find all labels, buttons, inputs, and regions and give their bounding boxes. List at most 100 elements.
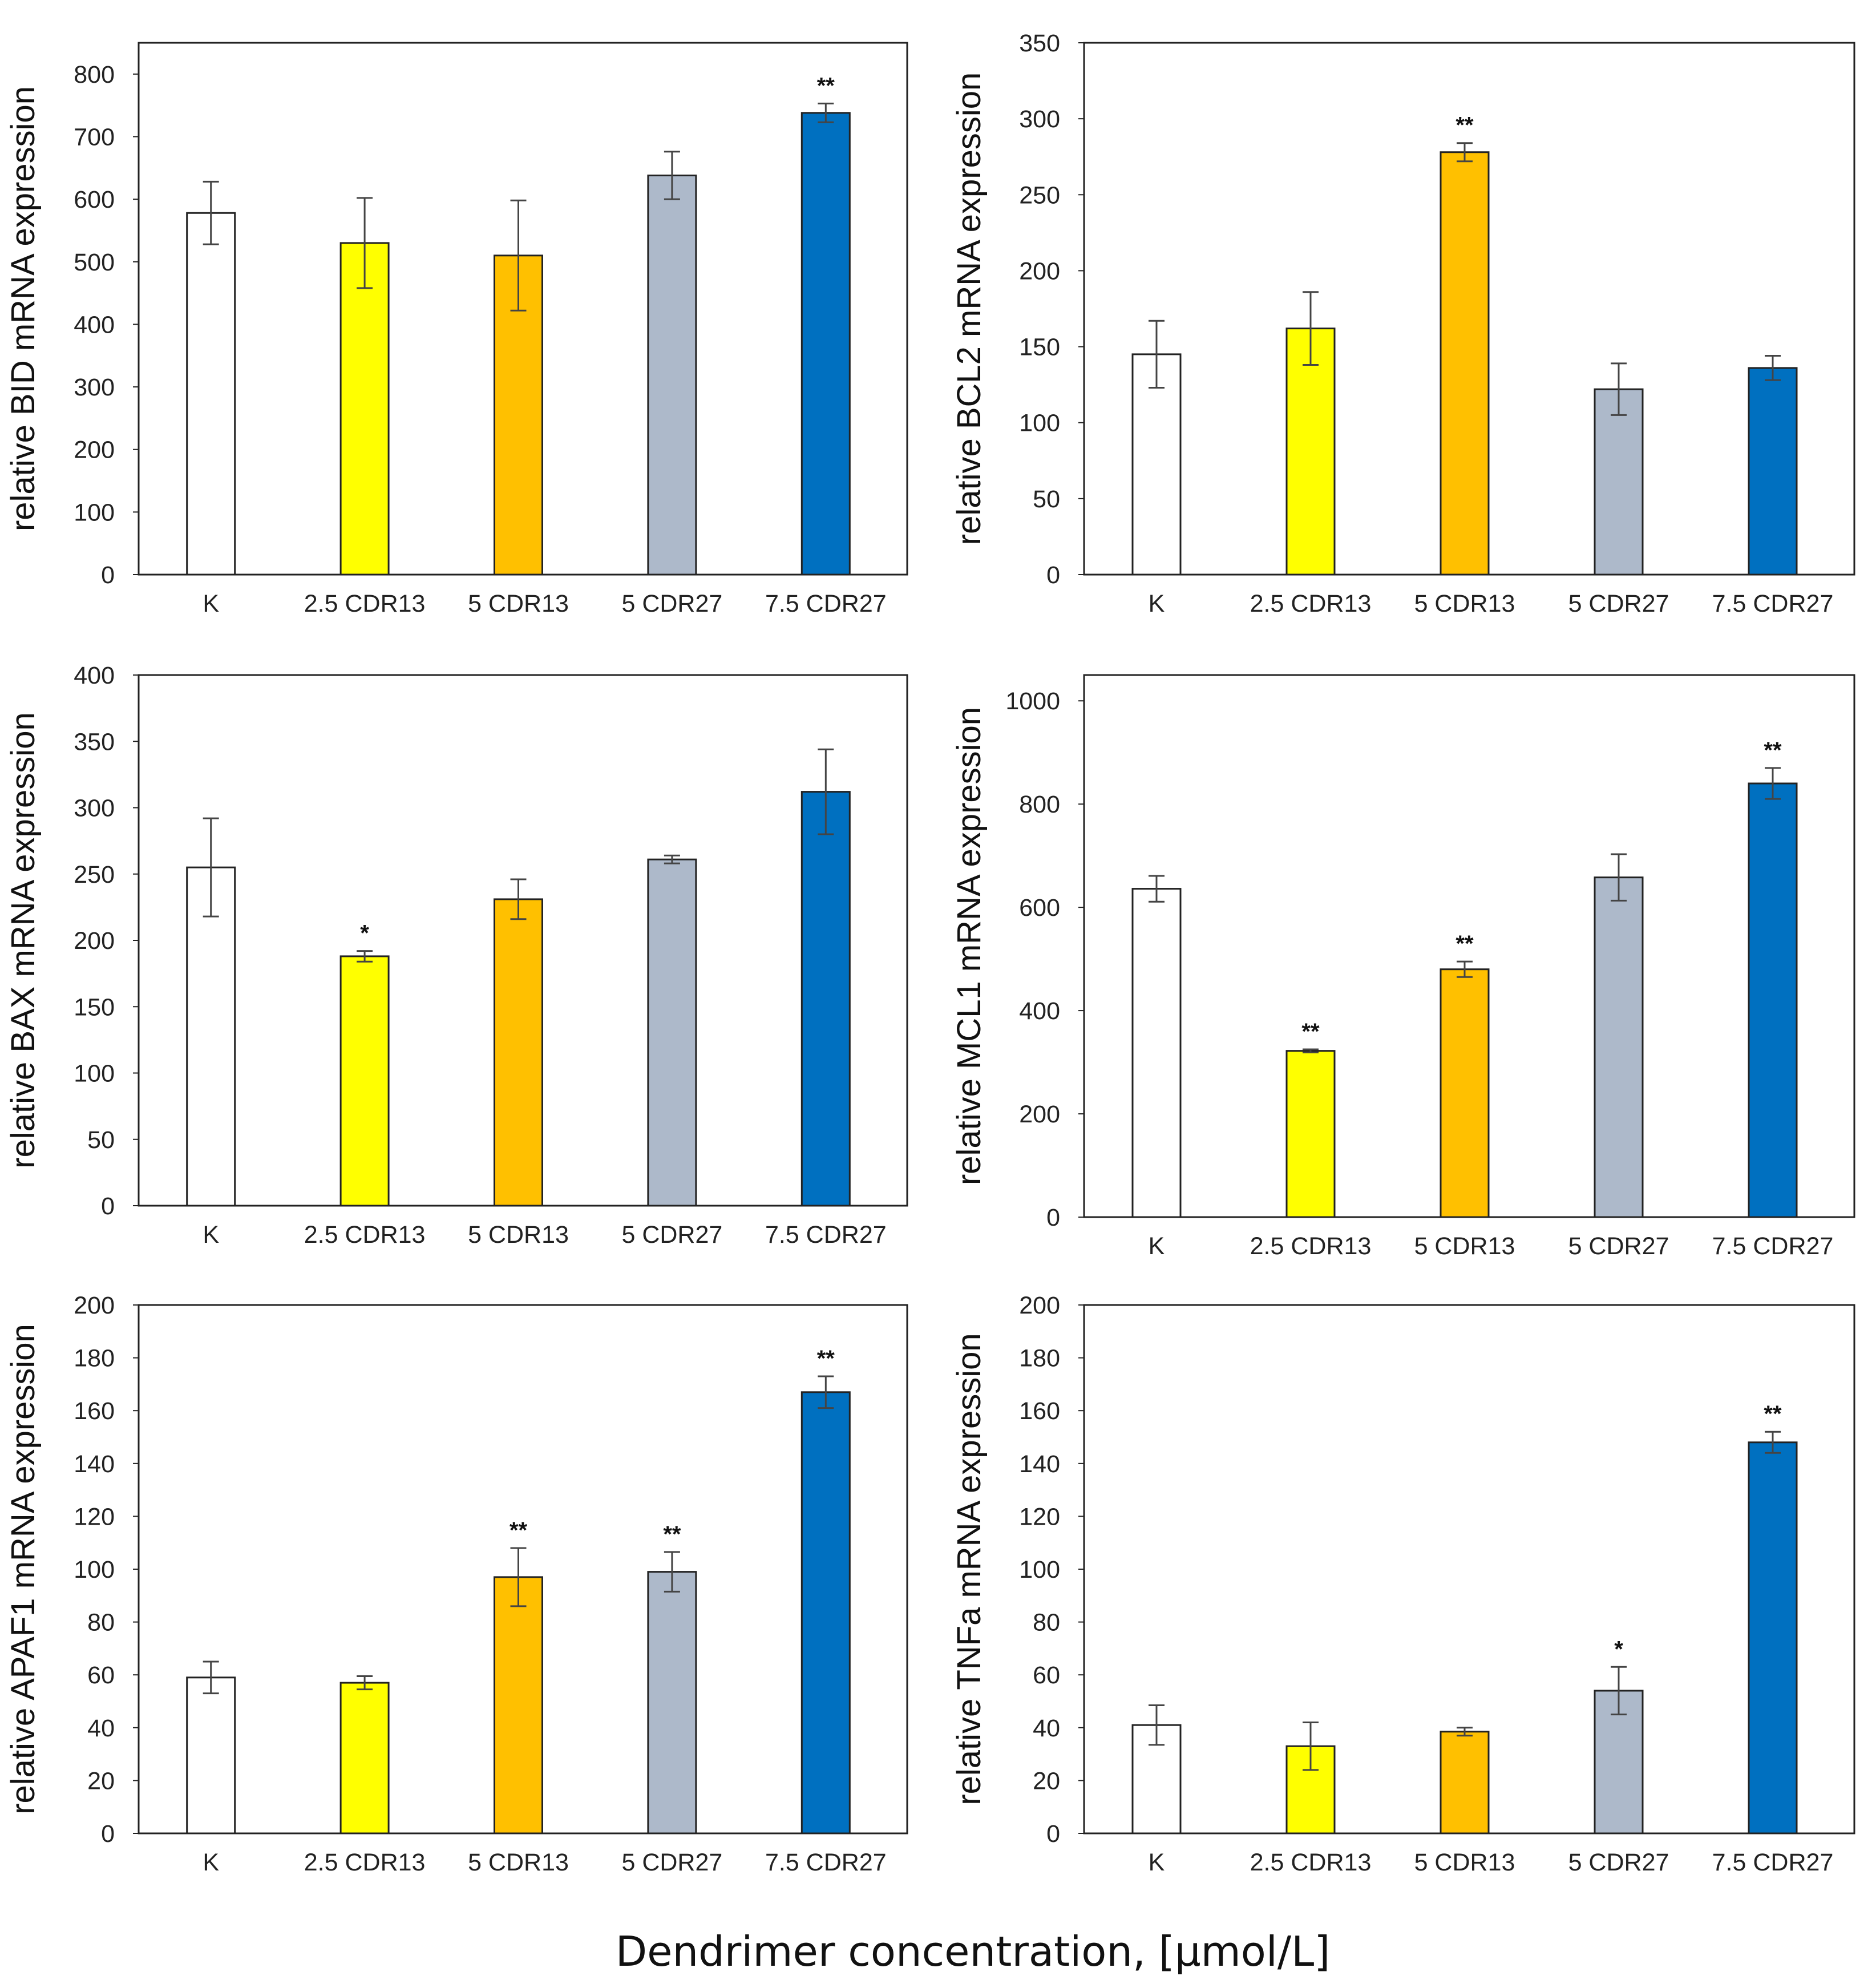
y-tick-label: 300 xyxy=(74,795,115,822)
y-tick-label: 60 xyxy=(1033,1662,1060,1689)
y-axis-label: relative BCL2 mRNA expression xyxy=(951,72,988,545)
x-tick-label: 7.5 CDR27 xyxy=(765,1849,887,1876)
bar xyxy=(339,1682,390,1835)
x-tick-label: 7.5 CDR27 xyxy=(1712,1233,1834,1260)
y-tick-label: 180 xyxy=(74,1345,115,1372)
y-tick-label: 100 xyxy=(1019,1556,1060,1583)
chart-panel-tnfa: 0 20 40 60 80 100 120 140 160 180 200 relative TNFa… xyxy=(951,1292,1855,1876)
x-tick-label: 2.5 CDR13 xyxy=(304,590,426,617)
chart-panel-bid: 0 100 200 300 400 500 600 700 800 relative BID mR… xyxy=(5,42,908,617)
bar xyxy=(494,898,543,1207)
y-tick-label: 250 xyxy=(1019,181,1060,209)
y-tick-label: 50 xyxy=(1033,486,1060,513)
y-tick-label: 200 xyxy=(1019,1292,1060,1319)
y-tick-label: 200 xyxy=(74,437,115,464)
y-tick-label: 350 xyxy=(1019,30,1060,57)
x-tick-label: 7.5 CDR27 xyxy=(765,590,887,617)
bar xyxy=(1594,388,1644,576)
x-tick-label: 7.5 CDR27 xyxy=(1712,1849,1834,1876)
significance-label: ** xyxy=(1455,113,1474,138)
bar xyxy=(1285,1050,1336,1218)
significance-label: ** xyxy=(1301,1019,1320,1044)
y-tick-label: 600 xyxy=(74,186,115,213)
y-tick-label: 120 xyxy=(1019,1503,1060,1530)
y-tick-label: 300 xyxy=(74,374,115,401)
y-tick-label: 120 xyxy=(74,1503,115,1530)
y-tick-label: 0 xyxy=(101,1193,115,1220)
y-tick-label: 150 xyxy=(1019,334,1060,361)
y-tick-label: 20 xyxy=(1033,1767,1060,1795)
y-axis-label: relative TNFa mRNA expression xyxy=(951,1333,988,1805)
x-tick-label: 5 CDR27 xyxy=(1568,1849,1669,1876)
y-tick-label: 160 xyxy=(74,1397,115,1425)
bar xyxy=(800,1391,851,1835)
bar xyxy=(1131,888,1182,1218)
bar xyxy=(339,242,390,576)
x-tick-label: K xyxy=(1149,1849,1165,1876)
y-tick-label: 140 xyxy=(1019,1450,1060,1478)
y-tick-label: 100 xyxy=(74,499,115,526)
y-tick-label: 400 xyxy=(74,662,115,689)
y-tick-label: 0 xyxy=(101,1820,115,1848)
x-tick-label: 2.5 CDR13 xyxy=(304,1221,426,1248)
chart-panel-bcl2: 0 50 100 150 200 250 300 350 relative BCL2 mRNA … xyxy=(951,30,1855,617)
x-tick-label: K xyxy=(203,1849,219,1876)
significance-label: * xyxy=(360,921,369,946)
x-tick-label: 5 CDR13 xyxy=(468,590,569,617)
x-tick-label: K xyxy=(1149,590,1165,617)
significance-label: ** xyxy=(510,1518,528,1543)
chart-panel-apaf1: 0 20 40 60 80 100 120 140 160 180 200 relative APAF… xyxy=(5,1292,908,1876)
y-tick-label: 40 xyxy=(87,1715,115,1742)
y-tick-label: 200 xyxy=(1019,257,1060,285)
y-tick-label: 500 xyxy=(74,249,115,276)
y-tick-label: 700 xyxy=(74,123,115,151)
significance-label: ** xyxy=(1764,738,1782,763)
bar xyxy=(494,1576,543,1835)
x-tick-label: K xyxy=(203,590,219,617)
significance-label: ** xyxy=(663,1522,681,1547)
x-tick-label: 5 CDR27 xyxy=(621,1221,722,1248)
bar xyxy=(1131,353,1182,576)
x-tick-label: 2.5 CDR13 xyxy=(1250,590,1372,617)
y-tick-label: 80 xyxy=(87,1609,115,1637)
x-tick-label: 5 CDR13 xyxy=(468,1221,569,1248)
y-tick-label: 800 xyxy=(1019,791,1060,818)
x-tick-label: 5 CDR13 xyxy=(468,1849,569,1876)
x-tick-label: 2.5 CDR13 xyxy=(1250,1849,1372,1876)
significance-label: ** xyxy=(1455,931,1474,956)
y-tick-label: 150 xyxy=(74,993,115,1021)
y-tick-label: 0 xyxy=(1046,1204,1060,1231)
bar xyxy=(1748,782,1798,1218)
y-tick-label: 180 xyxy=(1019,1345,1060,1372)
x-axis-title: Dendrimer concentration, [µmol/L] xyxy=(616,1928,1331,1975)
bar xyxy=(647,1571,697,1835)
y-axis-label: relative MCL1 mRNA expression xyxy=(951,707,988,1185)
y-tick-label: 50 xyxy=(87,1126,115,1154)
significance-label: ** xyxy=(1764,1401,1782,1427)
significance-label: ** xyxy=(817,73,835,98)
bar xyxy=(186,866,236,1207)
y-tick-label: 40 xyxy=(1033,1715,1060,1742)
x-tick-label: K xyxy=(1149,1233,1165,1260)
y-axis-label: relative BID mRNA expression xyxy=(5,86,42,531)
x-tick-label: 5 CDR13 xyxy=(1414,1233,1515,1260)
bar xyxy=(800,112,851,576)
y-tick-label: 100 xyxy=(1019,410,1060,437)
x-tick-label: 7.5 CDR27 xyxy=(1712,590,1834,617)
x-tick-label: 5 CDR27 xyxy=(621,590,722,617)
y-tick-label: 200 xyxy=(74,927,115,955)
y-tick-label: 80 xyxy=(1033,1609,1060,1637)
y-tick-label: 800 xyxy=(74,61,115,88)
x-tick-label: 5 CDR13 xyxy=(1414,590,1515,617)
bar xyxy=(1440,151,1490,576)
chart-panel-mcl1: 0 200 400 600 800 1000 relative MCL1 mRNA expr… xyxy=(951,674,1855,1260)
significance-label: * xyxy=(1614,1637,1623,1662)
significance-label: ** xyxy=(817,1346,835,1371)
bar xyxy=(1440,1731,1490,1835)
bar xyxy=(1594,876,1644,1218)
bar xyxy=(647,858,697,1207)
bar xyxy=(1748,367,1798,576)
y-axis-label: relative BAX mRNA expression xyxy=(5,712,42,1168)
y-tick-label: 60 xyxy=(87,1662,115,1689)
bar xyxy=(647,174,697,576)
